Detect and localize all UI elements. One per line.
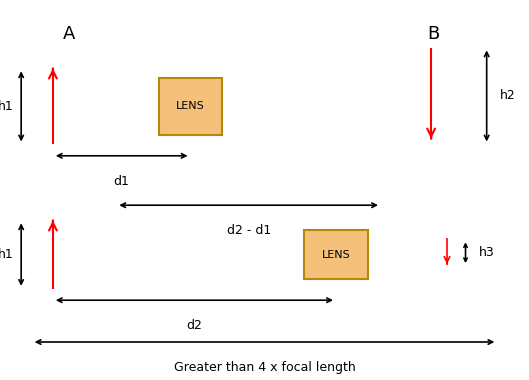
- Text: A: A: [62, 25, 75, 43]
- Text: h3: h3: [479, 246, 495, 259]
- Text: B: B: [427, 25, 440, 43]
- Text: Greater than 4 x focal length: Greater than 4 x focal length: [174, 361, 355, 374]
- Text: h2: h2: [500, 89, 516, 103]
- Text: h1: h1: [0, 100, 13, 113]
- Text: d2: d2: [186, 319, 203, 332]
- Bar: [159, 78, 222, 135]
- Text: LENS: LENS: [176, 101, 205, 111]
- Text: h1: h1: [0, 248, 13, 261]
- Text: LENS: LENS: [322, 250, 350, 260]
- Bar: [304, 230, 368, 279]
- Text: d2 - d1: d2 - d1: [226, 224, 271, 237]
- Text: d1: d1: [114, 175, 130, 188]
